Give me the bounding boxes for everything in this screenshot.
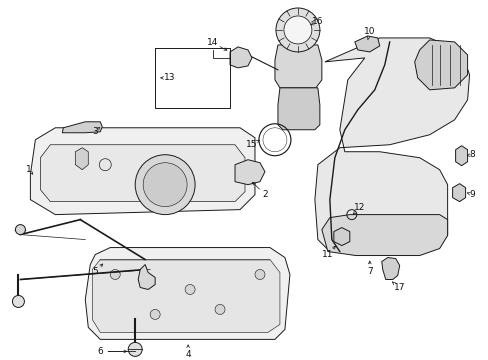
- Text: 9: 9: [469, 190, 474, 199]
- Polygon shape: [381, 257, 399, 279]
- Polygon shape: [85, 248, 289, 339]
- Text: 14: 14: [207, 39, 218, 48]
- Text: 15: 15: [246, 140, 257, 149]
- Text: 8: 8: [469, 150, 474, 159]
- Polygon shape: [75, 148, 88, 170]
- Text: 2: 2: [262, 190, 267, 199]
- Polygon shape: [274, 45, 321, 88]
- Polygon shape: [138, 265, 155, 289]
- Polygon shape: [235, 160, 264, 185]
- Circle shape: [135, 155, 195, 215]
- Polygon shape: [321, 215, 447, 256]
- Text: 5: 5: [92, 267, 98, 276]
- Polygon shape: [277, 88, 319, 130]
- Polygon shape: [30, 128, 254, 215]
- Polygon shape: [92, 260, 279, 332]
- Text: 13: 13: [164, 73, 176, 82]
- Polygon shape: [62, 122, 102, 133]
- Text: 6: 6: [97, 347, 103, 356]
- Polygon shape: [455, 146, 467, 166]
- Circle shape: [110, 270, 120, 279]
- Polygon shape: [314, 38, 468, 255]
- Polygon shape: [452, 184, 465, 202]
- Text: 1: 1: [25, 165, 31, 174]
- Circle shape: [215, 305, 224, 314]
- Polygon shape: [414, 40, 467, 90]
- Circle shape: [254, 270, 264, 279]
- Polygon shape: [354, 36, 379, 52]
- Text: 10: 10: [363, 27, 375, 36]
- Polygon shape: [229, 47, 251, 68]
- Text: 16: 16: [311, 18, 323, 27]
- Text: 17: 17: [393, 283, 405, 292]
- Circle shape: [275, 8, 319, 52]
- Circle shape: [185, 284, 195, 294]
- Text: 4: 4: [185, 350, 190, 359]
- Text: 3: 3: [92, 127, 98, 136]
- Text: 11: 11: [322, 250, 333, 259]
- Circle shape: [16, 225, 25, 235]
- Circle shape: [150, 310, 160, 319]
- Circle shape: [12, 296, 24, 307]
- Text: 12: 12: [353, 203, 365, 212]
- Circle shape: [128, 342, 142, 356]
- Text: 7: 7: [366, 267, 372, 276]
- Polygon shape: [41, 145, 244, 202]
- Circle shape: [143, 163, 187, 207]
- Polygon shape: [333, 228, 349, 246]
- Circle shape: [284, 16, 311, 44]
